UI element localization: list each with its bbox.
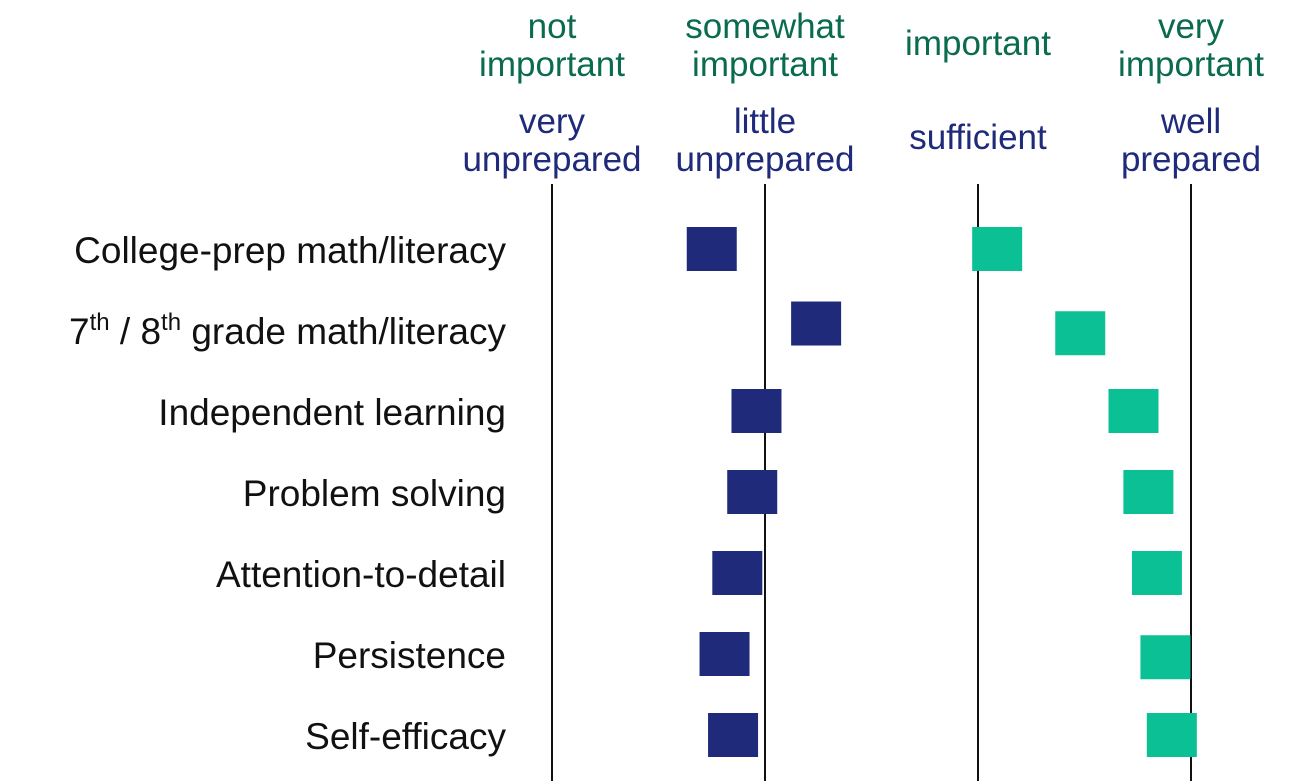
- row-labels: College-prep math/literacy 7th / 8th grad…: [69, 230, 506, 757]
- row-label-4: Problem solving: [243, 473, 506, 514]
- importance-tick-label-2: somewhat important: [685, 7, 845, 84]
- preparedness-tick-label-4: well prepared: [1121, 102, 1261, 179]
- marker-series-2-row-7: [1146, 713, 1197, 757]
- marker-series-2-row-6: [1140, 635, 1191, 680]
- marker-series-2-row-4: [1123, 470, 1174, 514]
- scale-headers: not important somewhat important important ve…: [462, 7, 1264, 179]
- row-label-6: Persistence: [313, 635, 506, 676]
- row-label-2: 7th / 8th grade math/literacy: [69, 309, 506, 352]
- marker-series-2-row-3: [1108, 389, 1159, 433]
- marker-series-1-row-7: [708, 713, 759, 757]
- marker-series-1-row-2: [791, 301, 842, 346]
- row-label-5: Attention-to-detail: [216, 554, 506, 595]
- gridlines: [551, 184, 1192, 781]
- markers: [686, 227, 1197, 757]
- preparedness-tick-label-2: little unprepared: [675, 102, 854, 179]
- importance-tick-label-4: very important: [1118, 7, 1264, 84]
- marker-series-1-row-4: [727, 470, 778, 514]
- row-label-1: College-prep math/literacy: [74, 230, 506, 271]
- marker-series-2-row-2: [1055, 311, 1106, 356]
- importance-tick-label-1: not important: [479, 7, 625, 84]
- row-label-3: Independent learning: [158, 392, 506, 433]
- marker-series-2-row-5: [1131, 551, 1182, 595]
- preparedness-tick-label-1: very unprepared: [462, 102, 641, 179]
- marker-series-1-row-5: [712, 551, 763, 595]
- row-label-7: Self-efficacy: [305, 716, 506, 757]
- marker-series-1-row-3: [731, 389, 782, 433]
- preparedness-tick-label-3: sufficient: [909, 118, 1047, 157]
- importance-tick-label-3: important: [905, 24, 1051, 63]
- marker-series-1-row-6: [699, 632, 750, 676]
- marker-series-2-row-1: [972, 227, 1023, 271]
- marker-series-1-row-1: [686, 227, 737, 271]
